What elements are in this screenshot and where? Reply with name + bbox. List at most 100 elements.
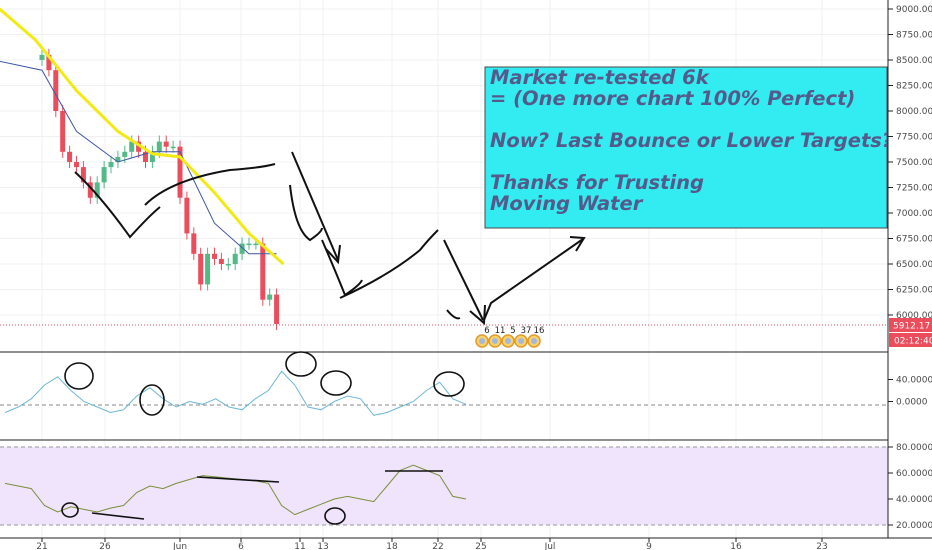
y-tick-label: 6000.00 bbox=[896, 311, 932, 321]
candle-body bbox=[225, 264, 231, 266]
candle-body bbox=[212, 253, 217, 259]
rsi-band bbox=[0, 447, 888, 525]
arrow-up-path bbox=[483, 238, 584, 321]
support-curve-2 bbox=[144, 163, 276, 206]
osc-circle-4 bbox=[320, 370, 352, 396]
candle-body bbox=[198, 253, 204, 285]
annotation-box: Market re-tested 6k = (One more chart 100… bbox=[484, 66, 893, 229]
y-tick-label: 9000.00 bbox=[896, 5, 932, 15]
candle-body bbox=[218, 258, 224, 264]
curve-drop-2 bbox=[321, 239, 363, 297]
y-tick-label: 8250.00 bbox=[896, 82, 932, 92]
x-tick-label: 21 bbox=[36, 542, 47, 550]
curve-drop-3 bbox=[446, 309, 461, 320]
candle-body bbox=[143, 151, 148, 162]
rsi-tick-label: 60.0000 bbox=[896, 469, 932, 479]
rsi-line-mark-1 bbox=[91, 512, 145, 520]
candle-body bbox=[191, 233, 197, 254]
osc-circle-3 bbox=[285, 351, 317, 377]
y-tick-label: 7000.00 bbox=[896, 209, 932, 219]
x-axis: 21 26 Jun 6 11 13 18 22 25 Jul 9 16 23 bbox=[36, 538, 828, 550]
rsi-circle-1 bbox=[61, 502, 79, 518]
event-count: 11 bbox=[495, 326, 506, 336]
x-tick-label: 13 bbox=[317, 542, 328, 550]
candle-body bbox=[67, 151, 73, 162]
support-curve-1 bbox=[74, 171, 161, 239]
candle-body bbox=[246, 243, 252, 246]
candle-body bbox=[122, 151, 128, 157]
candle-body bbox=[39, 54, 45, 60]
candle-body bbox=[149, 151, 155, 162]
support-curve-3 bbox=[339, 229, 439, 299]
candle-body bbox=[80, 167, 86, 183]
countdown-tag: 02:12:40 bbox=[889, 333, 932, 347]
rsi-tick-label: 20.0000 bbox=[896, 521, 932, 531]
arrow-down-1 bbox=[291, 151, 339, 261]
rsi-line-mark-2 bbox=[196, 476, 280, 483]
event-badge-flag bbox=[505, 338, 511, 344]
y-tick-label: 8750.00 bbox=[896, 31, 932, 41]
event-badge-flag bbox=[531, 338, 537, 344]
candle-body bbox=[260, 243, 266, 300]
rsi-tick-label: 80.0000 bbox=[896, 443, 932, 453]
event-badge-flag bbox=[492, 338, 498, 344]
candle-body bbox=[53, 70, 59, 111]
event-count: 5 bbox=[510, 326, 515, 336]
annotation-line: Thanks for Trusting bbox=[490, 171, 704, 194]
arrow-up-head bbox=[569, 236, 586, 252]
x-tick-label: 6 bbox=[238, 542, 244, 550]
event-count: 16 bbox=[534, 326, 545, 336]
x-tick-label: 22 bbox=[432, 542, 443, 550]
candles bbox=[39, 48, 280, 331]
osc-circle-1 bbox=[64, 362, 94, 390]
rsi-markings bbox=[61, 470, 443, 525]
event-badges: 6 11 5 37 16 bbox=[475, 326, 545, 348]
osc-circle-5 bbox=[433, 371, 465, 397]
candle-body bbox=[46, 54, 52, 71]
event-badge-flag bbox=[479, 338, 485, 344]
y-tick-label: 7500.00 bbox=[896, 158, 932, 168]
last-price-tag[interactable]: 5912.17 bbox=[889, 318, 932, 332]
event-badge-flag bbox=[518, 338, 524, 344]
candle-body bbox=[108, 162, 114, 168]
candle-body bbox=[253, 243, 259, 246]
event-count: 6 bbox=[484, 326, 489, 336]
y-axis-panel bbox=[888, 0, 932, 550]
osc-axis: 40.0000 0.0000 bbox=[888, 376, 932, 408]
osc-tick-label: 0.0000 bbox=[896, 398, 928, 408]
candle-body bbox=[87, 182, 93, 198]
candle-body bbox=[129, 141, 135, 152]
x-tick-label: 25 bbox=[475, 542, 486, 550]
y-tick-label: 7750.00 bbox=[896, 133, 932, 143]
candle-body bbox=[94, 182, 100, 198]
annotation-line: Now? Last Bounce or Lower Targets? bbox=[490, 129, 893, 152]
annotation-line: = (One more chart 100% Perfect) bbox=[490, 87, 855, 110]
candle-body bbox=[136, 141, 142, 152]
x-tick-label: 26 bbox=[99, 542, 111, 550]
candle-body bbox=[115, 156, 121, 162]
x-tick-label: 16 bbox=[730, 542, 742, 550]
y-tick-label: 6750.00 bbox=[896, 235, 932, 245]
annotation-line: Market re-tested 6k bbox=[490, 66, 710, 89]
oscillator-circles bbox=[64, 351, 465, 416]
oscillator-line bbox=[4, 370, 467, 416]
y-tick-label: 8500.00 bbox=[896, 56, 932, 66]
osc-tick-label: 40.0000 bbox=[896, 376, 932, 386]
candle-body bbox=[101, 167, 107, 183]
candle-body bbox=[170, 146, 176, 149]
rsi-tick-label: 40.0000 bbox=[896, 495, 932, 505]
arrow-down-1-head bbox=[325, 244, 341, 265]
ma-yellow-line bbox=[0, 7, 285, 266]
candle-body bbox=[232, 253, 238, 264]
candle-body bbox=[184, 197, 190, 234]
candle-body bbox=[74, 162, 79, 168]
ma-blue-line bbox=[0, 60, 277, 255]
candle-body bbox=[205, 253, 211, 285]
annotation-line: Moving Water bbox=[490, 192, 644, 215]
rsi-axis: 80.0000 60.0000 40.0000 20.0000 bbox=[888, 443, 932, 531]
price-axis: 9000.00 8750.00 8500.00 8250.00 8000.00 7750.… bbox=[888, 5, 932, 321]
svg-text:Market re-tested 6k= (One more: Market re-tested 6k = (One more chart 100… bbox=[490, 66, 893, 215]
arrow-down-2-head bbox=[469, 304, 486, 326]
candle-body bbox=[274, 294, 280, 324]
